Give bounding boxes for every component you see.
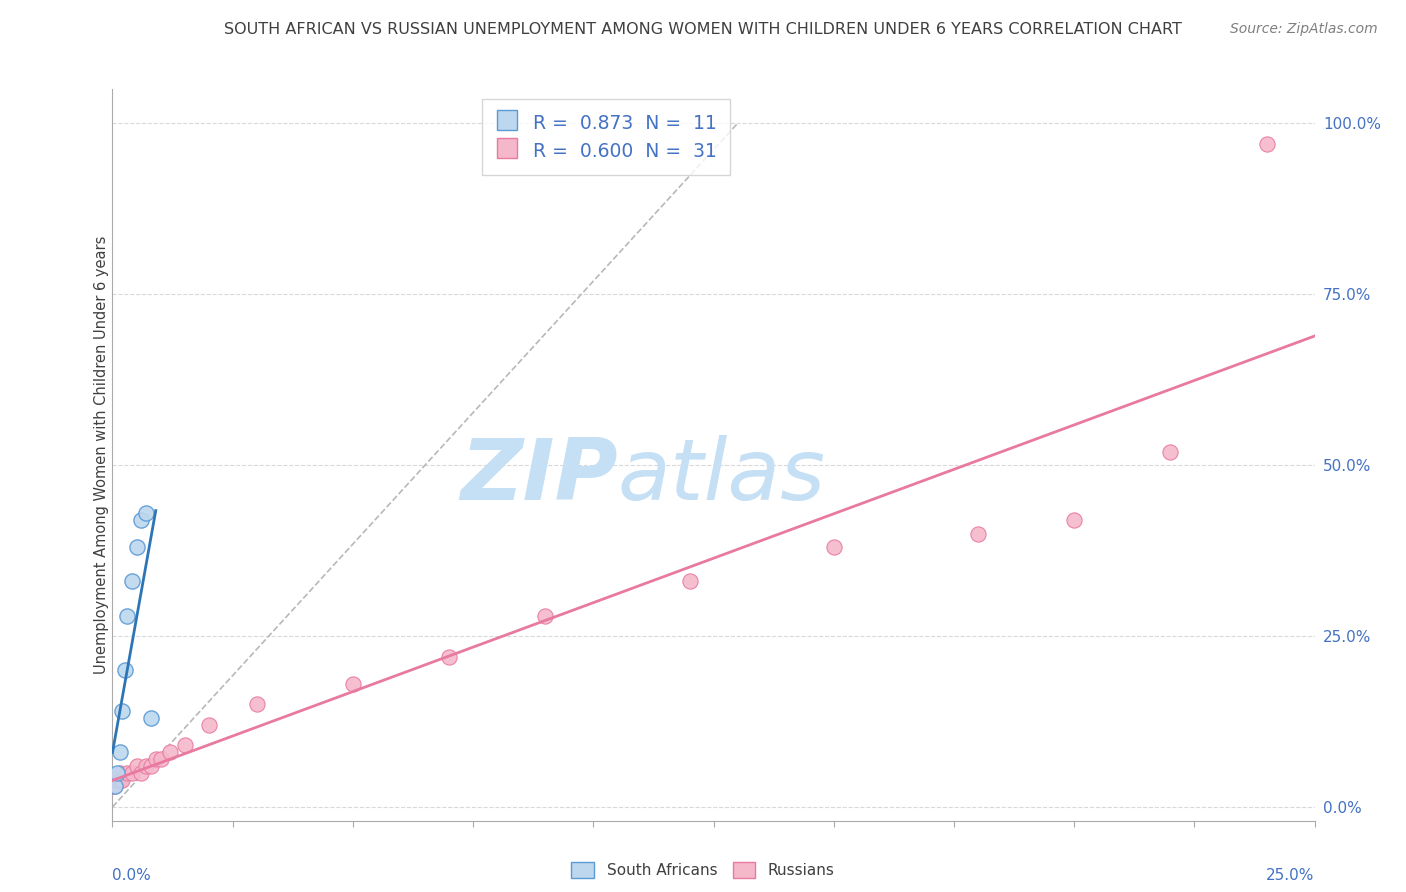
Point [111, 704, 134, 718]
Point [149, 752, 172, 766]
Point [139, 759, 162, 773]
Point [105, 772, 128, 787]
Point [115, 608, 138, 623]
Point [135, 506, 157, 520]
Text: atlas: atlas [617, 435, 825, 518]
Point [197, 718, 219, 732]
Point [115, 765, 138, 780]
Point [678, 574, 700, 589]
Point [139, 711, 162, 725]
Point [103, 780, 125, 794]
Text: SOUTH AFRICAN VS RUSSIAN UNEMPLOYMENT AMONG WOMEN WITH CHILDREN UNDER 6 YEARS CO: SOUTH AFRICAN VS RUSSIAN UNEMPLOYMENT AM… [224, 22, 1182, 37]
Point [105, 765, 128, 780]
Point [131, 513, 153, 527]
Point [342, 677, 364, 691]
Text: 25.0%: 25.0% [1267, 868, 1315, 883]
Point [110, 772, 132, 787]
Point [1063, 513, 1085, 527]
Point [967, 526, 990, 541]
Point [121, 765, 143, 780]
Point [1256, 136, 1278, 151]
Point [534, 608, 557, 623]
Point [108, 772, 131, 787]
Point [135, 759, 157, 773]
Point [114, 663, 136, 677]
Text: 0.0%: 0.0% [112, 868, 152, 883]
Legend: South Africans, Russians: South Africans, Russians [565, 855, 841, 884]
Point [105, 772, 128, 787]
Point [104, 780, 127, 794]
Point [437, 649, 460, 664]
Point [131, 765, 153, 780]
Legend: R =  0.873  N =  11, R =  0.600  N =  31: R = 0.873 N = 11, R = 0.600 N = 31 [482, 99, 730, 175]
Point [108, 745, 131, 759]
Point [823, 540, 845, 554]
Point [108, 765, 131, 780]
Text: ZIP: ZIP [460, 435, 617, 518]
Point [125, 759, 148, 773]
Point [173, 739, 195, 753]
Point [111, 772, 134, 787]
Point [125, 540, 148, 554]
Point [246, 698, 269, 712]
Point [159, 745, 181, 759]
Text: Source: ZipAtlas.com: Source: ZipAtlas.com [1230, 22, 1378, 37]
Point [145, 752, 167, 766]
Y-axis label: Unemployment Among Women with Children Under 6 years: Unemployment Among Women with Children U… [94, 235, 108, 674]
Point [107, 772, 129, 787]
Point [121, 574, 143, 589]
Point [103, 780, 125, 794]
Point [1159, 444, 1181, 458]
Point [104, 772, 127, 787]
